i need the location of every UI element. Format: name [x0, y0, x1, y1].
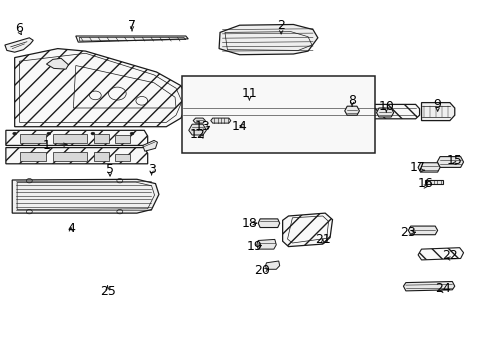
- Text: 9: 9: [433, 98, 441, 111]
- Polygon shape: [12, 179, 159, 213]
- Polygon shape: [142, 140, 157, 151]
- Text: 19: 19: [246, 240, 262, 253]
- Polygon shape: [6, 130, 147, 145]
- Polygon shape: [344, 106, 359, 115]
- Bar: [53, 134, 87, 143]
- Polygon shape: [210, 118, 230, 123]
- Polygon shape: [15, 49, 188, 127]
- Circle shape: [130, 132, 134, 135]
- Polygon shape: [376, 108, 393, 117]
- Polygon shape: [436, 157, 463, 167]
- Text: 8: 8: [347, 94, 355, 107]
- Polygon shape: [6, 148, 147, 164]
- Polygon shape: [219, 24, 317, 55]
- Bar: [115, 154, 129, 161]
- Circle shape: [91, 132, 95, 135]
- Text: 10: 10: [378, 100, 393, 113]
- Text: 15: 15: [446, 154, 462, 167]
- Text: 2: 2: [277, 19, 285, 32]
- Text: 23: 23: [400, 226, 415, 239]
- Polygon shape: [5, 38, 33, 52]
- Polygon shape: [265, 261, 279, 269]
- Text: 24: 24: [434, 282, 449, 294]
- Text: 7: 7: [128, 19, 136, 32]
- Text: 16: 16: [417, 177, 432, 190]
- Polygon shape: [425, 180, 442, 184]
- Circle shape: [13, 132, 17, 135]
- Text: 11: 11: [241, 87, 257, 100]
- Text: 1: 1: [42, 139, 50, 152]
- Polygon shape: [258, 219, 279, 228]
- Text: 3: 3: [147, 163, 155, 176]
- Bar: [20, 134, 46, 143]
- Text: 14: 14: [231, 120, 247, 132]
- Text: 5: 5: [106, 163, 114, 176]
- Text: 25: 25: [100, 285, 115, 298]
- Text: 21: 21: [314, 233, 330, 246]
- Text: 20: 20: [253, 264, 269, 276]
- Polygon shape: [403, 282, 454, 291]
- Text: 6: 6: [16, 22, 23, 35]
- Bar: [182, 76, 374, 153]
- Polygon shape: [417, 248, 463, 260]
- Polygon shape: [421, 103, 454, 121]
- Text: 13: 13: [195, 120, 210, 132]
- Text: 4: 4: [67, 222, 75, 235]
- Text: 18: 18: [241, 217, 257, 230]
- Bar: [53, 152, 87, 161]
- Polygon shape: [407, 226, 437, 235]
- Polygon shape: [417, 163, 439, 172]
- Bar: [94, 134, 108, 143]
- Polygon shape: [188, 124, 206, 135]
- Polygon shape: [256, 239, 276, 249]
- Bar: [115, 135, 129, 143]
- Text: 12: 12: [190, 129, 205, 141]
- Polygon shape: [193, 118, 205, 123]
- Text: 22: 22: [441, 249, 457, 262]
- Polygon shape: [76, 36, 188, 42]
- Text: 17: 17: [409, 161, 425, 174]
- Bar: [94, 152, 108, 161]
- Polygon shape: [46, 58, 68, 69]
- Polygon shape: [183, 104, 419, 119]
- Bar: [20, 152, 46, 161]
- Circle shape: [47, 132, 51, 135]
- Polygon shape: [282, 213, 332, 247]
